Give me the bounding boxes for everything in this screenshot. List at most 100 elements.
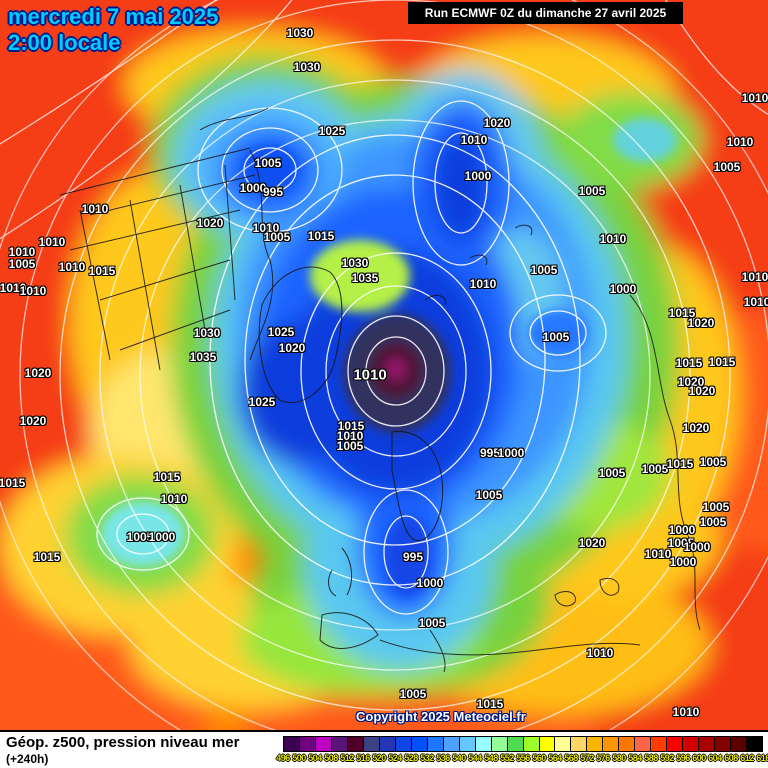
colorbar-tick-label: 592 (660, 753, 674, 763)
pressure-label: 1010 (353, 366, 387, 384)
pressure-label: 1020 (483, 116, 511, 130)
colorbar-cell (459, 736, 476, 752)
colorbar-tick-label: 524 (388, 753, 402, 763)
geopotential-field-image (0, 0, 768, 730)
pressure-label: 1000 (148, 530, 176, 544)
colorbar-tick-label: 560 (532, 753, 546, 763)
pressure-label: 1005 (530, 263, 558, 277)
pressure-label: 1005 (542, 330, 570, 344)
colorbar-cell (475, 736, 492, 752)
colorbar-tick-label: 572 (580, 753, 594, 763)
colorbar-cell (395, 736, 412, 752)
pressure-label: 1000 (683, 540, 711, 554)
colorbar-tick-label: 612 (740, 753, 754, 763)
forecast-hour: (+240h) (6, 752, 49, 766)
run-info-box: Run ECMWF 0Z du dimanche 27 avril 2025 (408, 2, 683, 24)
pressure-label: 1020 (578, 536, 606, 550)
colorbar-cell (555, 736, 572, 752)
colorbar-tick-label: 596 (676, 753, 690, 763)
pressure-label: 1035 (351, 271, 379, 285)
pressure-label: 1005 (713, 160, 741, 174)
pressure-label: 1035 (189, 350, 217, 364)
pressure-label: 1020 (687, 316, 715, 330)
pressure-label: 1010 (741, 270, 768, 284)
colorbar-tick-label: 500 (292, 753, 306, 763)
colorbar-tick-label: 496 (276, 753, 290, 763)
colorbar-cell (443, 736, 460, 752)
colorbar-cell (315, 736, 332, 752)
pressure-label: 1015 (675, 356, 703, 370)
pressure-label: 1020 (24, 366, 52, 380)
pressure-label: 1015 (0, 476, 26, 490)
pressure-label: 1000 (669, 555, 697, 569)
pressure-label: 1010 (726, 135, 754, 149)
pressure-label: 1000 (668, 523, 696, 537)
pressure-label: 1010 (599, 232, 627, 246)
colorbar-tick-label: 528 (404, 753, 418, 763)
pressure-label: 1010 (58, 260, 86, 274)
pressure-label: 1010 (19, 284, 47, 298)
pressure-label: 1005 (699, 515, 727, 529)
colorbar-tick-label: 508 (324, 753, 338, 763)
pressure-label: 1000 (464, 169, 492, 183)
pressure-label: 995 (402, 550, 424, 564)
coastlines (59, 107, 701, 673)
colorbar-cell (523, 736, 540, 752)
colorbar-tick-label: 576 (596, 753, 610, 763)
colorbar-cell (635, 736, 652, 752)
colorbar-cell (539, 736, 556, 752)
colorbar-tick-label: 532 (420, 753, 434, 763)
colorbar-tick-label: 588 (644, 753, 658, 763)
pressure-label: 1000 (497, 446, 525, 460)
pressure-label: 1005 (667, 536, 695, 550)
pressure-label: 1005 (8, 257, 36, 271)
pressure-label: 1020 (278, 341, 306, 355)
colorbar-cell (731, 736, 748, 752)
pressure-label: 1005 (399, 687, 427, 701)
pressure-label: 1020 (688, 384, 716, 398)
pressure-label: 1010 (252, 221, 280, 235)
pressure-label: 1030 (193, 326, 221, 340)
pressure-label: 1005 (641, 462, 669, 476)
colorbar-tick-label: 504 (308, 753, 322, 763)
legend-title: Géop. z500, pression niveau mer (6, 734, 240, 751)
pressure-label: 1025 (248, 395, 276, 409)
pressure-label: 1005 (578, 184, 606, 198)
isobar-contours (0, 0, 768, 730)
pressure-label: 1015 (708, 355, 736, 369)
pressure-label: 1010 (644, 547, 672, 561)
pressure-label: 1010 (672, 705, 700, 719)
colorbar-cell (651, 736, 668, 752)
pressure-label: 1010 (460, 133, 488, 147)
colorbar-cell (411, 736, 428, 752)
map-canvas: 1030 1030 1025 1020 1010 1000 1005 1000 995 1010 1… (0, 0, 768, 730)
colorbar-cell (715, 736, 732, 752)
pressure-label: 1020 (682, 421, 710, 435)
forecast-date-line1: mercredi 7 mai 2025 (8, 4, 219, 29)
pressure-label: 1005 (126, 530, 154, 544)
pressure-label: 1015 (476, 697, 504, 711)
colorbar-tick-label: 556 (516, 753, 530, 763)
pressure-label: 1010 (741, 91, 768, 105)
pressure-label: 1010 (160, 492, 188, 506)
pressure-label: 1030 (293, 60, 321, 74)
colorbar-tick-label: 600 (692, 753, 706, 763)
pressure-label: 1005 (598, 466, 626, 480)
pressure-label: 1010 (469, 277, 497, 291)
colorbar-tick-label: 540 (452, 753, 466, 763)
pressure-label: 1015 (307, 229, 335, 243)
colorbar-cell (699, 736, 716, 752)
legend-bar: Géop. z500, pression niveau mer (+240h) … (0, 730, 768, 768)
colorbar-cell (363, 736, 380, 752)
pressure-label: 1010 (38, 235, 66, 249)
colorbar-cell (571, 736, 588, 752)
colorbar-cell (747, 736, 764, 752)
pressure-label: 1005 (418, 616, 446, 630)
pressure-label: 1015 (33, 550, 61, 564)
pressure-label: 1015 (337, 419, 365, 433)
pressure-label: 1015 (153, 470, 181, 484)
pressure-label: 995 (479, 446, 501, 460)
colorbar-tick-label: 548 (484, 753, 498, 763)
colorbar-cell (619, 736, 636, 752)
